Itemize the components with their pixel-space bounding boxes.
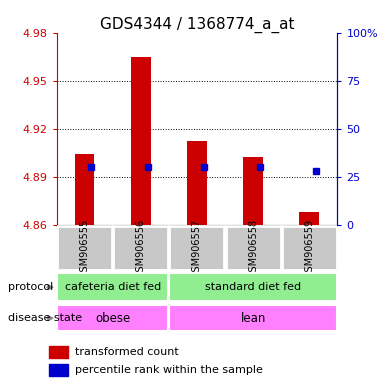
FancyBboxPatch shape <box>57 226 112 270</box>
FancyBboxPatch shape <box>169 226 225 270</box>
Text: GSM906559: GSM906559 <box>304 218 314 278</box>
Text: lean: lean <box>240 312 266 324</box>
Title: GDS4344 / 1368774_a_at: GDS4344 / 1368774_a_at <box>100 17 294 33</box>
Text: GSM906556: GSM906556 <box>136 218 146 278</box>
Bar <box>75 154 94 225</box>
Text: disease state: disease state <box>8 313 82 323</box>
FancyBboxPatch shape <box>282 226 337 270</box>
FancyBboxPatch shape <box>113 226 168 270</box>
Bar <box>49 364 68 376</box>
Text: transformed count: transformed count <box>75 347 179 357</box>
Text: percentile rank within the sample: percentile rank within the sample <box>75 365 263 375</box>
FancyBboxPatch shape <box>169 305 337 331</box>
Text: GSM906555: GSM906555 <box>80 218 90 278</box>
Text: cafeteria diet fed: cafeteria diet fed <box>65 282 161 292</box>
FancyBboxPatch shape <box>225 226 281 270</box>
Bar <box>300 212 319 225</box>
FancyBboxPatch shape <box>169 273 337 301</box>
FancyBboxPatch shape <box>57 305 168 331</box>
Text: protocol: protocol <box>8 282 53 292</box>
Bar <box>49 346 68 358</box>
Text: standard diet fed: standard diet fed <box>205 282 301 292</box>
Bar <box>243 157 263 225</box>
Bar <box>131 57 151 225</box>
Bar <box>187 141 207 225</box>
Text: obese: obese <box>95 312 130 324</box>
FancyBboxPatch shape <box>57 273 168 301</box>
Text: GSM906558: GSM906558 <box>248 218 258 278</box>
Text: GSM906557: GSM906557 <box>192 218 202 278</box>
